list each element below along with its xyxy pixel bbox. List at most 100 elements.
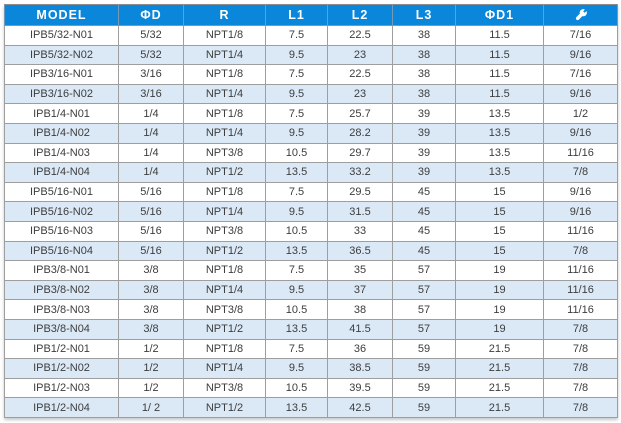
cell-wrench-size: 7/16	[543, 25, 618, 46]
cell-phi-d1: 19	[455, 260, 544, 281]
cell-l1: 7.5	[265, 64, 328, 85]
cell-phi-d: 1/4	[118, 122, 184, 144]
cell-r: NPT3/8	[183, 142, 266, 164]
cell-l1: 7.5	[265, 260, 328, 281]
cell-phi-d: 1/2	[118, 338, 184, 360]
cell-l2: 42.5	[327, 397, 393, 418]
cell-r: NPT1/8	[183, 25, 266, 46]
table-row: IPB5/32-N01 5/32 NPT1/8 7.5 22.5 38 11.5 7/16	[4, 25, 618, 46]
col-header-l1: L1	[265, 4, 328, 26]
cell-l3: 39	[392, 103, 456, 124]
wrench-icon	[574, 8, 588, 22]
cell-l2: 35	[327, 260, 393, 281]
cell-r: NPT3/8	[183, 220, 266, 242]
cell-phi-d: 3/16	[118, 64, 184, 85]
cell-r: NPT1/2	[183, 318, 266, 340]
cell-phi-d: 3/8	[118, 279, 184, 301]
cell-model: IPB3/8-N04	[4, 318, 119, 340]
cell-l2: 23	[327, 44, 393, 66]
table-row: IPB1/2-N03 1/2 NPT3/8 10.5 39.5 59 21.5 7/8	[4, 377, 618, 399]
cell-phi-d1: 15	[455, 181, 544, 203]
cell-r: NPT1/4	[183, 279, 266, 301]
col-header-wrench	[543, 4, 618, 26]
cell-wrench-size: 9/16	[543, 44, 618, 66]
table-row: IPB5/16-N03 5/16 NPT3/8 10.5 33 45 15 11/16	[4, 220, 618, 242]
cell-l1: 10.5	[265, 299, 328, 320]
table-row: IPB5/16-N01 5/16 NPT1/8 7.5 29.5 45 15 9/16	[4, 181, 618, 203]
cell-r: NPT1/4	[183, 44, 266, 66]
cell-model: IPB5/16-N02	[4, 201, 119, 222]
cell-l3: 57	[392, 260, 456, 281]
cell-wrench-size: 7/16	[543, 64, 618, 85]
cell-model: IPB1/4-N04	[4, 162, 119, 183]
col-header-model: MODEL	[4, 4, 119, 26]
cell-l1: 9.5	[265, 83, 328, 105]
cell-model: IPB3/8-N02	[4, 279, 119, 301]
cell-l2: 33.2	[327, 162, 393, 183]
table-row: IPB3/8-N01 3/8 NPT1/8 7.5 35 57 19 11/16	[4, 260, 618, 281]
cell-l3: 59	[392, 377, 456, 399]
cell-phi-d: 3/16	[118, 83, 184, 105]
cell-phi-d: 1/4	[118, 162, 184, 183]
cell-r: NPT1/2	[183, 162, 266, 183]
cell-model: IPB1/2-N02	[4, 358, 119, 379]
cell-phi-d1: 11.5	[455, 64, 544, 85]
cell-phi-d: 3/8	[118, 260, 184, 281]
cell-model: IPB5/16-N01	[4, 181, 119, 203]
cell-wrench-size: 11/16	[543, 220, 618, 242]
cell-wrench-size: 7/8	[543, 358, 618, 379]
cell-wrench-size: 7/8	[543, 318, 618, 340]
cell-phi-d1: 19	[455, 279, 544, 301]
cell-l3: 57	[392, 318, 456, 340]
cell-l3: 45	[392, 220, 456, 242]
col-header-l3: L3	[392, 4, 456, 26]
cell-phi-d1: 13.5	[455, 103, 544, 124]
cell-r: NPT1/8	[183, 260, 266, 281]
cell-wrench-size: 7/8	[543, 162, 618, 183]
cell-phi-d1: 19	[455, 318, 544, 340]
cell-l3: 59	[392, 338, 456, 360]
cell-r: NPT1/2	[183, 240, 266, 262]
cell-l2: 38.5	[327, 358, 393, 379]
cell-wrench-size: 9/16	[543, 181, 618, 203]
table-row: IPB5/32-N02 5/32 NPT1/4 9.5 23 38 11.5 9/16	[4, 44, 618, 66]
cell-phi-d: 3/8	[118, 318, 184, 340]
col-header-phi-d1: ΦD1	[455, 4, 544, 26]
cell-l1: 10.5	[265, 377, 328, 399]
col-header-r: R	[183, 4, 266, 26]
cell-l1: 13.5	[265, 397, 328, 418]
cell-phi-d: 5/32	[118, 25, 184, 46]
cell-phi-d1: 13.5	[455, 162, 544, 183]
cell-phi-d: 1/4	[118, 103, 184, 124]
cell-phi-d: 5/16	[118, 201, 184, 222]
cell-l2: 36.5	[327, 240, 393, 262]
cell-r: NPT3/8	[183, 299, 266, 320]
cell-l1: 10.5	[265, 142, 328, 164]
cell-model: IPB1/2-N01	[4, 338, 119, 360]
cell-wrench-size: 7/8	[543, 240, 618, 262]
table-body: IPB5/32-N01 5/32 NPT1/8 7.5 22.5 38 11.5 7/16 IP…	[4, 25, 618, 418]
table-row: IPB5/16-N04 5/16 NPT1/2 13.5 36.5 45 15 7/8	[4, 240, 618, 262]
cell-r: NPT1/4	[183, 201, 266, 222]
cell-phi-d: 5/16	[118, 181, 184, 203]
cell-phi-d1: 21.5	[455, 338, 544, 360]
cell-phi-d: 1/2	[118, 377, 184, 399]
cell-model: IPB1/4-N03	[4, 142, 119, 164]
cell-l1: 9.5	[265, 44, 328, 66]
cell-model: IPB5/32-N01	[4, 25, 119, 46]
cell-l2: 29.7	[327, 142, 393, 164]
table-header-row: MODEL ΦD R L1 L2 L3 ΦD1	[4, 4, 618, 26]
cell-wrench-size: 9/16	[543, 83, 618, 105]
spec-table: MODEL ΦD R L1 L2 L3 ΦD1 IPB5/32-N01 5/32 N…	[4, 4, 618, 418]
cell-l3: 39	[392, 142, 456, 164]
cell-phi-d: 1/4	[118, 142, 184, 164]
cell-l3: 57	[392, 279, 456, 301]
cell-l2: 29.5	[327, 181, 393, 203]
cell-l3: 59	[392, 358, 456, 379]
cell-r: NPT1/8	[183, 64, 266, 85]
cell-l2: 37	[327, 279, 393, 301]
cell-model: IPB1/2-N03	[4, 377, 119, 399]
cell-l2: 23	[327, 83, 393, 105]
col-header-l2: L2	[327, 4, 393, 26]
